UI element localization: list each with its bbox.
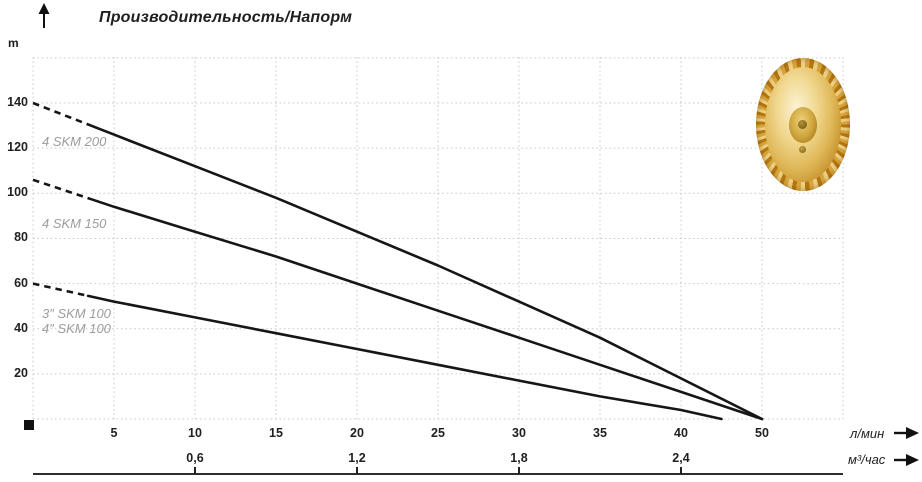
x-tick-label-lmin: 20 [350,426,364,440]
x-tick-label-m3h: 1,8 [510,451,528,465]
y-tick-label: 100 [7,185,28,199]
pump-curve-dashed-segment [32,178,91,200]
secondary-axis-ticks [194,467,682,474]
x-tick-label-lmin: 35 [593,426,607,440]
y-tick-label: 40 [14,321,28,335]
x-tick-label-m3h: 1,2 [348,451,366,465]
x-tick-label-m3h: 0,6 [186,451,204,465]
right-arrow-icon [894,454,919,466]
up-arrow-icon [38,3,50,28]
curve-label-3skm100: 3″ SKM 100 [42,306,111,321]
grid-lines [32,57,844,420]
x-tick-label-lmin: 40 [674,426,688,440]
curve-label-4skm150: 4 SKM 150 [42,216,107,231]
pump-curve-dashed-segment [32,101,91,127]
pump-curve-solid-segment [86,294,723,421]
impeller-hub [789,106,817,143]
curve-label-4skm100: 4″ SKM 100 [42,321,111,336]
y-tick-label: 60 [14,276,28,290]
curve-label-4skm200: 4 SKM 200 [42,134,107,149]
pump-curve-dashed-segment [32,282,89,298]
origin-square [24,420,34,430]
impeller-lower-hole [799,145,806,153]
x-tick-label-lmin: 30 [512,426,526,440]
pump-curve-solid-segment [88,123,764,421]
y-tick-label: 20 [14,366,28,380]
impeller-body [765,67,841,182]
y-tick-label: 80 [14,230,28,244]
x-tick-label-lmin: 5 [110,426,118,440]
x-tick-label-lmin: 25 [431,426,445,440]
x-tick-label-m3h: 2,4 [672,451,690,465]
y-axis-unit-label: m [8,36,19,50]
x-tick-label-lmin: 50 [755,426,769,440]
y-tick-label: 120 [7,140,28,154]
x-axis-m3h-unit-label: м³/час [848,452,886,467]
chart-title: Производительность/Напорм [99,9,353,26]
x-axis-lmin-unit-label: л/мин [850,426,885,441]
impeller-image [756,58,850,191]
impeller-center-hole [798,119,807,129]
x-tick-label-lmin: 15 [269,426,283,440]
right-arrow-icon [894,427,919,439]
x-tick-label-lmin: 10 [188,426,202,440]
pump-curves [32,101,764,421]
y-tick-label: 140 [7,95,28,109]
pump-curve-solid-segment [88,197,764,421]
